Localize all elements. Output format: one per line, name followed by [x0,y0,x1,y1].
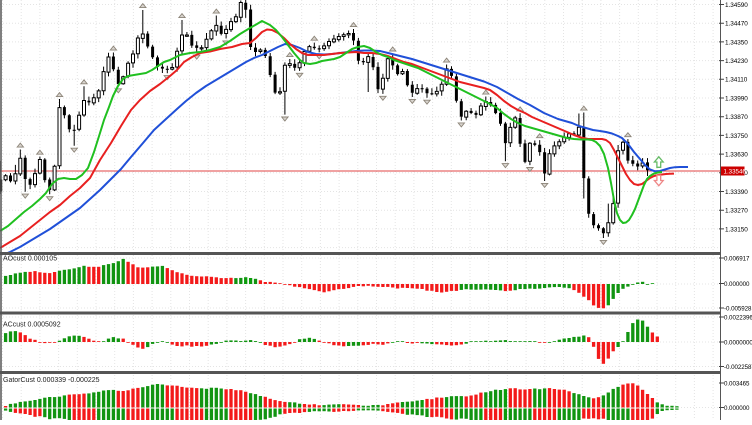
svg-text:0.0000000: 0.0000000 [724,339,752,346]
svg-text:1.34470: 1.34470 [725,21,748,28]
svg-text:1.33270: 1.33270 [725,208,748,215]
svg-text:0.000000: 0.000000 [724,281,750,288]
svg-text:1.34350: 1.34350 [725,39,748,46]
svg-text:1.33546: 1.33546 [724,168,747,175]
svg-text:0.006917: 0.006917 [724,255,750,262]
svg-text:ACcust 0.0005092: ACcust 0.0005092 [3,322,61,329]
svg-text:1.33870: 1.33870 [725,114,748,121]
svg-text:1.34110: 1.34110 [725,77,748,84]
svg-text:AOcust 0.000105: AOcust 0.000105 [3,256,57,263]
svg-text:1.34590: 1.34590 [725,2,748,9]
svg-text:1.33150: 1.33150 [725,226,748,233]
svg-text:1.33630: 1.33630 [725,152,748,159]
svg-text:0.003465: 0.003465 [724,380,750,387]
svg-text:1.33990: 1.33990 [725,95,748,102]
svg-text:-0.005928: -0.005928 [724,305,752,312]
svg-text:0.0022396: 0.0022396 [724,314,752,321]
svg-text:-0.0022587: -0.0022587 [724,364,752,371]
svg-text:1.33750: 1.33750 [725,133,748,140]
svg-text:0.000000: 0.000000 [724,405,750,412]
svg-text:1.34230: 1.34230 [725,58,748,65]
svg-text:GatorCust 0.000339 -0.000225: GatorCust 0.000339 -0.000225 [3,377,100,384]
svg-text:1.33390: 1.33390 [725,189,748,196]
